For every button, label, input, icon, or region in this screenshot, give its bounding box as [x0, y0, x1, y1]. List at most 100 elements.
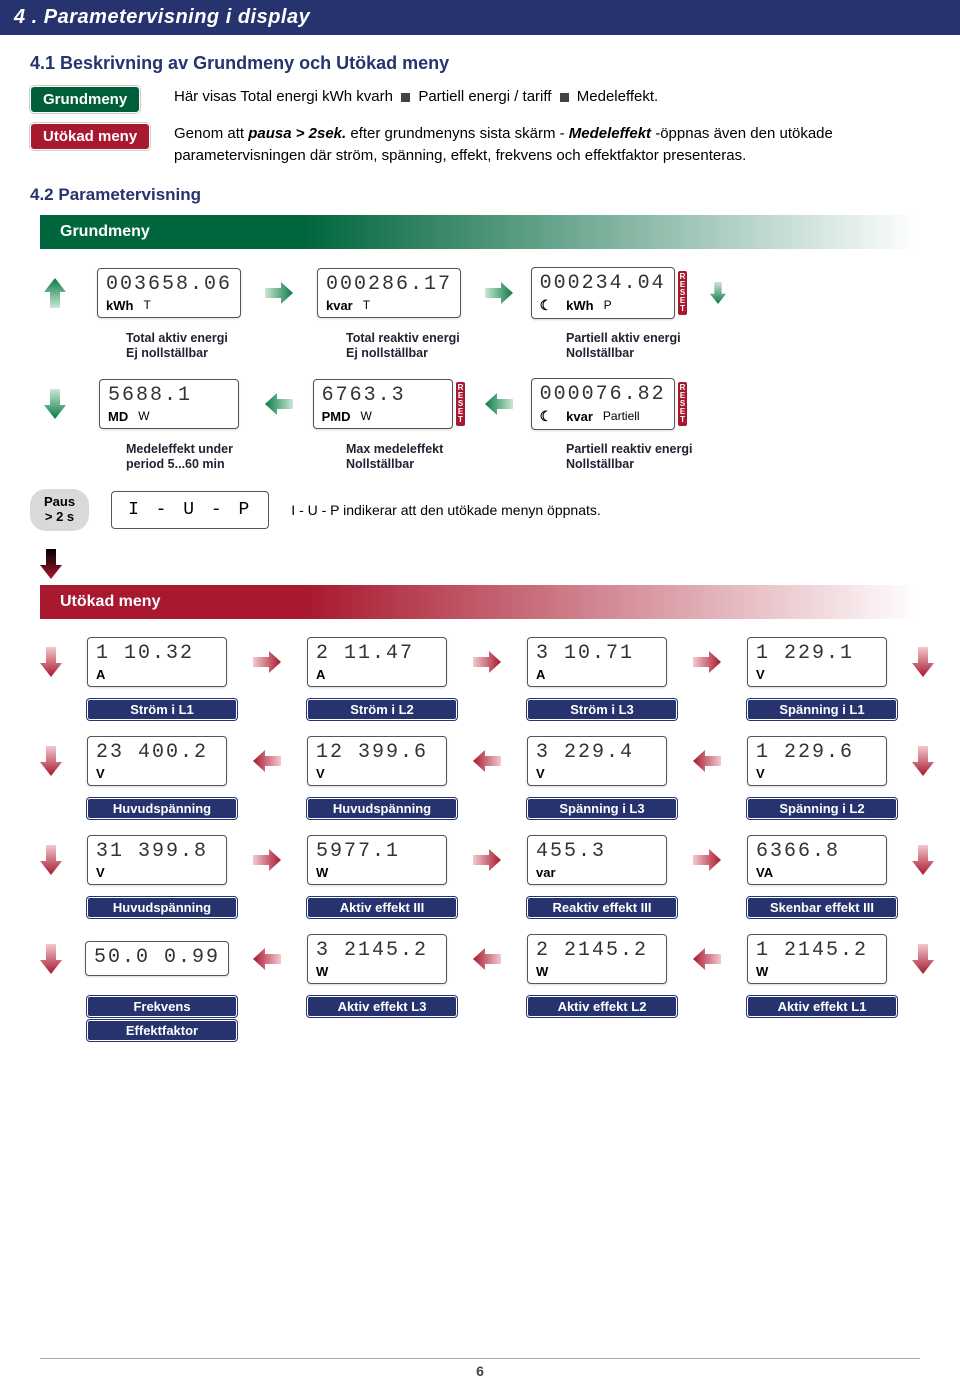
arrow-right-icon	[252, 651, 282, 673]
t-a: Genom att	[174, 125, 248, 142]
utokad-cell: 23 400.2 V	[72, 736, 242, 786]
grund-row-1: 5688.1 MDW 6763.3 PMDW RESET 000076.82 k…	[40, 378, 920, 430]
utokad-cell: 3 10.71 A	[512, 637, 682, 687]
utokad-cell: 3 2145.2 W	[292, 934, 462, 984]
paus-label-2: > 2 s	[45, 510, 74, 525]
utokad-bar: Utökad meny	[40, 585, 920, 619]
grundmeny-group: Grundmeny 003658.06 kWhT 000286.17 kvarT…	[0, 215, 960, 474]
display-box: 000076.82 kvarPartiell	[531, 378, 675, 430]
caption-bar: Huvudspänning	[87, 798, 237, 819]
grund-cell: 000286.17 kvarT	[304, 268, 474, 318]
utokad-caption-row-3: Frekvens Effektfaktor Aktiv effekt L3 Aktiv…	[40, 992, 920, 1041]
paus-pill: Paus > 2 s	[30, 489, 89, 531]
utokad-cell: 3 229.4 V	[512, 736, 682, 786]
arrow-right-icon	[484, 282, 514, 304]
utokad-bar-label: Utökad meny	[60, 593, 160, 611]
caption-bar: Effektfaktor	[87, 1020, 237, 1041]
header-title: 4 . Parametervisning i display	[14, 6, 310, 28]
display-box: 23 400.2 V	[87, 736, 227, 786]
display-box: 000286.17 kvarT	[317, 268, 461, 318]
arrow-down-icon	[40, 647, 62, 677]
caption-bar: Skenbar effekt III	[747, 897, 897, 918]
arrow-left-icon	[692, 948, 722, 970]
arrow-down-icon	[912, 845, 934, 875]
caption: Total reaktiv energiEj nollställbar	[336, 327, 506, 362]
display-digits: 000076.82	[540, 383, 666, 406]
display-digits: 5977.1	[316, 840, 438, 863]
grundmeny-text: Här visas Total energi kWh kvarh Partiel…	[174, 86, 930, 108]
utokad-cell: 50.0 0.99	[72, 941, 242, 976]
display-box: 1 2145.2 W	[747, 934, 887, 984]
caption-bar: Spänning i L2	[747, 798, 897, 819]
paus-label-1: Paus	[44, 495, 75, 510]
subhead-4-2: 4.2 Parametervisning	[30, 185, 930, 205]
utokad-cell: 2 11.47 A	[292, 637, 462, 687]
arrow-down-icon	[44, 389, 66, 419]
display-box: 6366.8 VA	[747, 835, 887, 885]
arrow-down-icon	[912, 647, 934, 677]
reset-icon: RESET	[678, 271, 688, 315]
arrow-left-icon	[252, 948, 282, 970]
caption-bar: Ström i L3	[527, 699, 677, 720]
grundmeny-bar-label: Grundmeny	[60, 223, 150, 241]
caption-bar: Frekvens	[87, 996, 237, 1017]
t-c: efter grundmenyns sista skärm -	[350, 125, 568, 142]
display-box: 3 10.71 A	[527, 637, 667, 687]
caption-bar: Huvudspänning	[87, 897, 237, 918]
arrow-right-icon	[692, 651, 722, 673]
display-box: 31 399.8 V	[87, 835, 227, 885]
caption-bar: Aktiv effekt L2	[527, 996, 677, 1017]
utokad-cell: 1 229.1 V	[732, 637, 902, 687]
arrow-down-icon	[40, 845, 62, 875]
caption: Partiell reaktiv energiNollställbar	[556, 438, 726, 473]
arrow-left-icon	[692, 750, 722, 772]
utokad-text: Genom att pausa > 2sek. efter grundmenyn…	[174, 123, 930, 167]
caption-bar: Aktiv effekt L3	[307, 996, 457, 1017]
grund-cell: 000076.82 kvarPartiell RESET	[524, 378, 694, 430]
display-digits: 1 2145.2	[756, 939, 878, 962]
arrow-right-icon	[692, 849, 722, 871]
grund-caption-row-0: Total aktiv energiEj nollställbarTotal r…	[40, 327, 920, 362]
arrow-down-icon	[912, 746, 934, 776]
arrow-right-icon	[252, 849, 282, 871]
pill-grundmeny: Grundmeny	[30, 86, 140, 113]
arrow-left-icon	[484, 393, 514, 415]
display-digits: 003658.06	[106, 273, 232, 296]
arrow-left-icon	[472, 948, 502, 970]
grundmeny-bar: Grundmeny	[40, 215, 920, 249]
page-number: 6	[0, 1358, 960, 1379]
display-box: 12 399.6 V	[307, 736, 447, 786]
utokad-cell: 6366.8 VA	[732, 835, 902, 885]
arrow-right-icon	[472, 849, 502, 871]
grund-cell: 000234.04 kWhP RESET	[524, 267, 694, 319]
arrow-right-icon	[472, 651, 502, 673]
utokad-caption-row-0: Ström i L1Ström i L2Ström i L3Spänning i…	[40, 695, 920, 720]
utokad-row-2: 31 399.8 V 5977.1 W 455.3 var 6366.8 VA	[40, 835, 920, 885]
caption-bar: Aktiv effekt L1	[747, 996, 897, 1017]
display-digits: 12 399.6	[316, 741, 438, 764]
utokad-cell: 2 2145.2 W	[512, 934, 682, 984]
display-box: 3 2145.2 W	[307, 934, 447, 984]
display-digits: 3 2145.2	[316, 939, 438, 962]
display-digits: 000286.17	[326, 273, 452, 296]
display-box: 2 2145.2 W	[527, 934, 667, 984]
caption-bar: Spänning i L3	[527, 798, 677, 819]
arrow-down-icon	[40, 746, 62, 776]
caption-bar: Ström i L1	[87, 699, 237, 720]
utokad-caption-row-2: HuvudspänningAktiv effekt IIIReaktiv eff…	[40, 893, 920, 918]
text-b: Partiell energi / tariff	[418, 88, 555, 105]
section-4-1: 4.1 Beskrivning av Grundmeny och Utökad …	[0, 53, 960, 205]
display-box: 003658.06 kWhT	[97, 268, 241, 318]
utokad-cell: 1 10.32 A	[72, 637, 242, 687]
display-box: 1 10.32 A	[87, 637, 227, 687]
t-b: pausa > 2sek.	[248, 125, 346, 142]
display-digits: 3 10.71	[536, 642, 658, 665]
t-d: Medeleffekt	[569, 125, 651, 142]
arrow-left-icon	[252, 750, 282, 772]
arrow-right-icon	[264, 282, 294, 304]
utokad-row-3: 50.0 0.99 3 2145.2 W 2 2145.2 W 1 2145.2…	[40, 934, 920, 984]
caption: Medeleffekt underperiod 5...60 min	[116, 438, 286, 473]
row-grundmeny: Grundmeny Här visas Total energi kWh kva…	[30, 86, 930, 113]
display-digits: 3 229.4	[536, 741, 658, 764]
grund-cell: 003658.06 kWhT	[84, 268, 254, 318]
